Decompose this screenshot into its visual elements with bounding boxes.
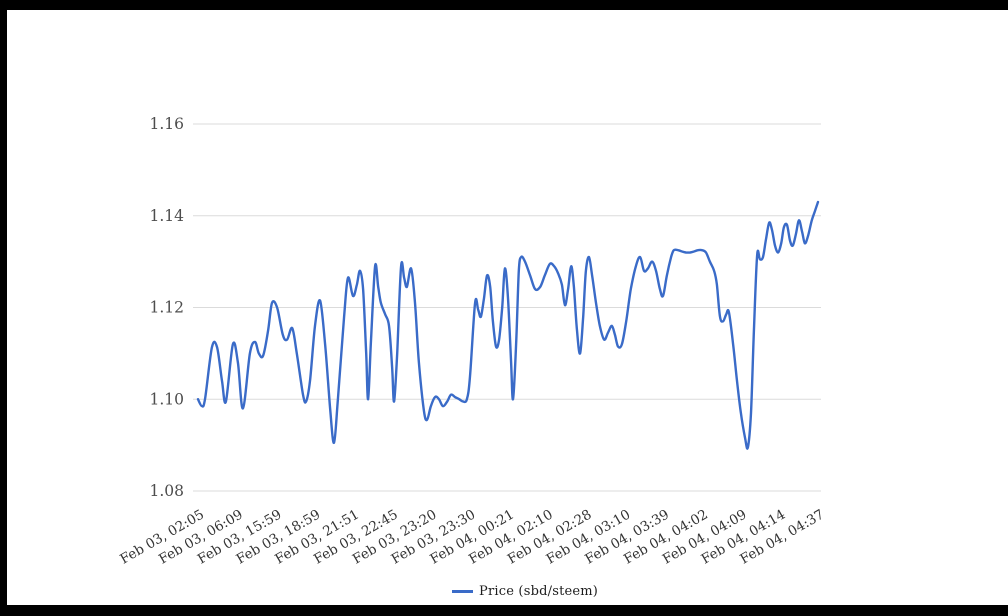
frame-bottom-border xyxy=(0,605,1008,616)
y-axis-label: 1.10 xyxy=(149,390,184,408)
y-axis-labels: 1.16 1.14 1.12 1.10 1.08 xyxy=(149,115,184,500)
frame-top-border xyxy=(0,0,1008,10)
frame-left-border xyxy=(0,0,7,616)
legend-line-swatch xyxy=(452,589,473,593)
y-axis-label: 1.08 xyxy=(149,482,184,500)
gridlines xyxy=(193,123,821,492)
y-axis-label: 1.12 xyxy=(149,299,184,317)
y-axis-label: 1.14 xyxy=(149,207,184,225)
price-series-line[interactable] xyxy=(196,200,820,450)
legend: Price (sbd/steem) xyxy=(452,583,598,599)
y-axis-label: 1.16 xyxy=(149,115,184,133)
legend-label: Price (sbd/steem) xyxy=(479,583,599,599)
